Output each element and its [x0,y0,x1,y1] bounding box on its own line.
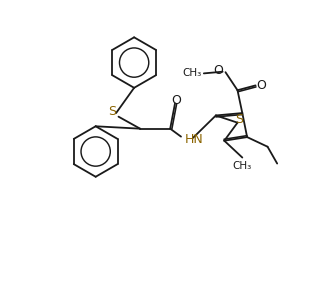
Text: CH₃: CH₃ [233,161,252,171]
Text: HN: HN [185,133,204,146]
Text: O: O [214,64,224,78]
Text: S: S [235,113,243,126]
Text: O: O [257,80,266,92]
Text: S: S [108,105,116,118]
Text: O: O [171,94,181,107]
Text: CH₃: CH₃ [182,68,201,78]
